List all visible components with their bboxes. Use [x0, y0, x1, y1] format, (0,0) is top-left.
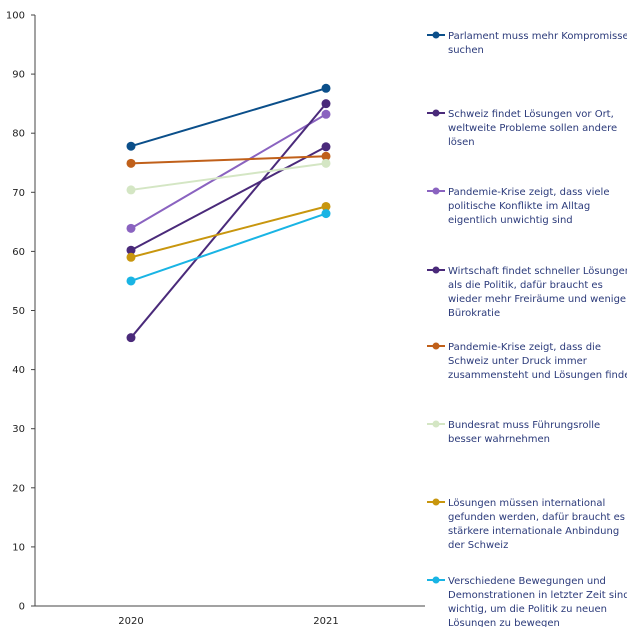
legend-label: wieder mehr Freiräume und weniger: [448, 294, 627, 305]
legend-marker-dot: [432, 187, 440, 195]
legend-item: Bundesrat muss Führungsrolle besser wahrn…: [427, 420, 600, 445]
legend-label: eigentlich unwichtig sind: [448, 215, 573, 226]
data-point: [126, 223, 136, 233]
legend-label: Schweiz findet Lösungen vor Ort,: [448, 109, 614, 120]
series-line: [130, 162, 327, 191]
legend-item: Pandemie-Krise zeigt, dass die Schweiz un…: [427, 342, 627, 381]
legend-label: wichtig, um die Politik zu neuen: [448, 604, 607, 615]
y-tick-label: 100: [6, 11, 25, 22]
series-3: [126, 109, 331, 233]
series-7: [126, 201, 331, 262]
legend-label: Verschiedene Bewegungen und: [448, 576, 606, 587]
legend: Parlament muss mehr Kompromisse suchen Sch…: [427, 31, 627, 627]
series-8: [126, 209, 331, 286]
y-tick-label: 50: [12, 306, 25, 317]
legend-label: Bürokratie: [448, 308, 500, 319]
legend-item: Wirtschaft findet schneller Lösungen als …: [427, 266, 627, 319]
y-tick-label: 0: [19, 602, 25, 613]
data-point: [321, 151, 331, 161]
series-5: [126, 151, 331, 168]
y-tick-label: 30: [12, 424, 25, 435]
y-tick-label: 90: [12, 70, 25, 81]
legend-marker-dot: [432, 31, 440, 39]
data-point: [126, 252, 136, 262]
series-4: [126, 99, 331, 343]
series-1: [126, 83, 331, 151]
legend-label: lösen: [448, 137, 475, 148]
series-line: [130, 87, 327, 148]
series-line: [130, 145, 327, 252]
y-tick-label: 80: [12, 129, 25, 140]
legend-marker-dot: [432, 420, 440, 428]
series-line: [130, 113, 327, 230]
legend-label: weltweite Probleme sollen andere: [448, 123, 617, 134]
data-point: [126, 141, 136, 151]
legend-label: als die Politik, dafür braucht es: [448, 280, 603, 291]
axes: 0 10 20 30 40 50 60 70 80 90 100 2020 2021: [6, 11, 425, 627]
y-tick-label: 60: [12, 247, 25, 258]
data-point: [126, 158, 136, 168]
series-line: [130, 212, 327, 282]
legend-label: Parlament muss mehr Kompromisse: [448, 31, 627, 42]
legend-marker-dot: [432, 498, 440, 506]
legend-label: besser wahrnehmen: [448, 434, 550, 445]
data-point: [321, 209, 331, 219]
legend-label: stärkere internationale Anbindung: [448, 526, 619, 537]
legend-label: Bundesrat muss Führungsrolle: [448, 420, 600, 431]
data-point: [321, 201, 331, 211]
series-6: [126, 158, 331, 195]
series-line: [130, 205, 327, 259]
series-line: [130, 103, 327, 339]
series-2: [126, 142, 331, 255]
legend-item: Pandemie-Krise zeigt, dass viele politisc…: [427, 187, 609, 226]
legend-label: Lösungen müssen international: [448, 498, 605, 509]
data-point: [126, 333, 136, 343]
data-point: [321, 99, 331, 109]
y-tick-label: 20: [12, 483, 25, 494]
legend-label: der Schweiz: [448, 540, 508, 551]
legend-label: Pandemie-Krise zeigt, dass die: [448, 342, 601, 353]
data-point: [321, 83, 331, 93]
data-point: [126, 276, 136, 286]
legend-label: Demonstrationen in letzter Zeit sind: [448, 590, 627, 601]
y-tick-label: 10: [12, 542, 25, 553]
series-layer: [126, 83, 331, 343]
legend-item: Lösungen müssen international gefunden we…: [427, 498, 625, 551]
legend-label: Pandemie-Krise zeigt, dass viele: [448, 187, 609, 198]
legend-label: Schweiz unter Druck immer: [448, 356, 588, 367]
legend-label: politische Konflikte im Alltag: [448, 201, 590, 212]
x-tick-label: 2020: [118, 616, 143, 627]
series-line: [130, 155, 327, 165]
legend-marker-dot: [432, 342, 440, 350]
legend-item: Schweiz findet Lösungen vor Ort, weltweit…: [427, 109, 617, 148]
legend-item: Parlament muss mehr Kompromisse suchen: [427, 31, 627, 56]
y-tick-label: 40: [12, 365, 25, 376]
legend-marker-dot: [432, 576, 440, 584]
legend-label: Lösungen zu bewegen: [448, 618, 560, 627]
legend-label: zusammensteht und Lösungen findet: [448, 370, 627, 381]
data-point: [321, 142, 331, 152]
legend-label: gefunden werden, dafür braucht es: [448, 512, 625, 523]
legend-marker-dot: [432, 266, 440, 274]
data-point: [126, 245, 136, 255]
legend-marker-dot: [432, 109, 440, 117]
legend-item: Verschiedene Bewegungen und Demonstration…: [427, 576, 627, 627]
legend-label: suchen: [448, 45, 484, 56]
legend-label: Wirtschaft findet schneller Lösungen: [448, 266, 627, 277]
y-tick-label: 70: [12, 188, 25, 199]
data-point: [321, 109, 331, 119]
x-tick-label: 2021: [313, 616, 338, 627]
data-point: [321, 158, 331, 168]
data-point: [126, 185, 136, 195]
